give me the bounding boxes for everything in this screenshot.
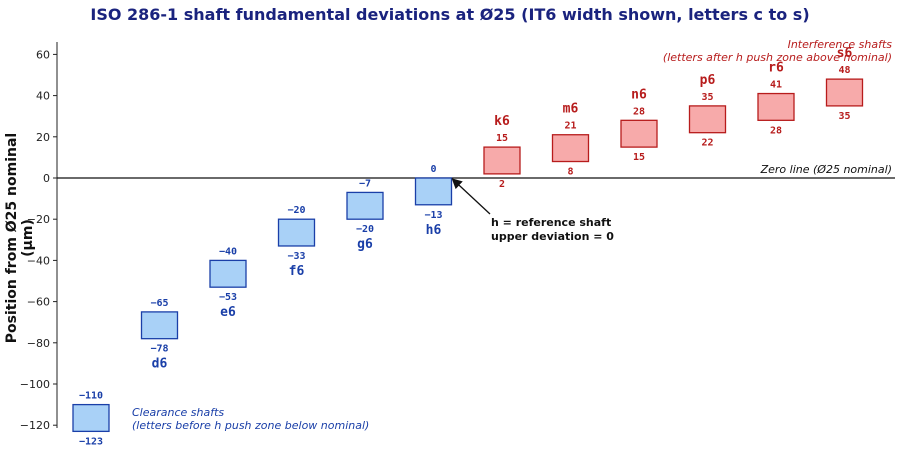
lower-deviation-label: −13 <box>424 210 442 221</box>
upper-deviation-label: −110 <box>79 391 103 402</box>
lower-deviation-label: −33 <box>287 251 305 262</box>
lower-deviation-label: −123 <box>79 436 103 447</box>
clearance-note-title: Clearance shafts <box>132 406 225 419</box>
shaft-zone-f6 <box>277 218 316 247</box>
shaft-letter-label: g6 <box>357 237 373 252</box>
shaft-zone-r6 <box>757 92 795 121</box>
shaft-letter-label: m6 <box>563 102 579 117</box>
upper-deviation-label: −7 <box>359 178 371 189</box>
h-reference-note: h = reference shaft upper deviation = 0 <box>491 216 614 244</box>
shaft-letter-label: p6 <box>700 73 716 88</box>
upper-deviation-label: 48 <box>838 65 850 76</box>
shaft-zone-p6 <box>688 105 727 134</box>
shaft-letter-label: s6 <box>837 46 853 61</box>
shaft-letter-label: d6 <box>152 357 168 372</box>
y-tick-label: 40 <box>36 90 50 103</box>
shaft-zone-c6 <box>72 403 110 433</box>
lower-deviation-label: 15 <box>633 152 645 163</box>
clearance-shafts-note: Clearance shafts (letters before h push … <box>132 406 369 432</box>
upper-deviation-label: −65 <box>150 298 168 309</box>
y-tick-label: −60 <box>27 296 50 309</box>
zero-line-label: Zero line (Ø25 nominal) <box>760 163 892 176</box>
upper-deviation-label: −20 <box>287 205 305 216</box>
shaft-letter-label: f6 <box>289 264 305 279</box>
interference-note-detail: (letters after h push zone above nominal… <box>662 51 892 64</box>
upper-deviation-label: −40 <box>219 246 237 257</box>
shaft-letter-label: k6 <box>494 114 510 129</box>
shaft-letter-label: n6 <box>631 87 647 102</box>
lower-deviation-label: 2 <box>499 179 505 190</box>
shaft-zone-d6 <box>140 311 179 340</box>
y-tick-label: −120 <box>20 419 50 432</box>
h-reference-arrow <box>451 178 491 215</box>
y-tick-label: −20 <box>27 213 50 226</box>
upper-deviation-label: 15 <box>496 133 508 144</box>
interference-note-title: Interference shafts <box>787 38 892 51</box>
shaft-zone-k6 <box>483 146 521 175</box>
lower-deviation-label: −20 <box>356 224 374 235</box>
shaft-zone-g6 <box>346 191 384 220</box>
upper-deviation-label: 35 <box>701 92 713 103</box>
y-tick-label: −100 <box>20 378 50 391</box>
lower-deviation-label: 22 <box>701 138 713 149</box>
shaft-letter-label: e6 <box>220 305 236 320</box>
shaft-zone-h6 <box>414 177 453 206</box>
shaft-zone-s6 <box>825 78 864 107</box>
y-tick-label: 60 <box>36 48 50 61</box>
y-tick-label: 20 <box>36 131 50 144</box>
shaft-zone-n6 <box>620 119 658 148</box>
clearance-note-detail: (letters before h push zone below nomina… <box>132 419 370 432</box>
interference-shafts-note: Interference shafts (letters after h pus… <box>663 38 892 64</box>
lower-deviation-label: 28 <box>770 125 782 136</box>
shaft-letter-label: h6 <box>426 223 442 238</box>
y-tick-label: 0 <box>43 172 50 185</box>
lower-deviation-label: −53 <box>219 292 237 303</box>
shaft-zone-e6 <box>209 259 247 288</box>
shaft-zone-m6 <box>551 134 590 163</box>
y-tick-label: −40 <box>27 254 50 267</box>
upper-deviation-label: 41 <box>770 80 782 91</box>
lower-deviation-label: −78 <box>150 344 168 355</box>
lower-deviation-label: 8 <box>567 167 573 178</box>
h-reference-note-line2: upper deviation = 0 <box>491 230 614 243</box>
upper-deviation-label: 0 <box>430 164 436 175</box>
upper-deviation-label: 28 <box>633 106 645 117</box>
shaft-letter-label: r6 <box>768 61 784 76</box>
upper-deviation-label: 21 <box>564 121 576 132</box>
y-tick-label: −80 <box>27 337 50 350</box>
lower-deviation-label: 35 <box>838 111 850 122</box>
chart-title: ISO 286-1 shaft fundamental deviations a… <box>90 5 810 24</box>
h-reference-note-line1: h = reference shaft <box>491 216 612 229</box>
